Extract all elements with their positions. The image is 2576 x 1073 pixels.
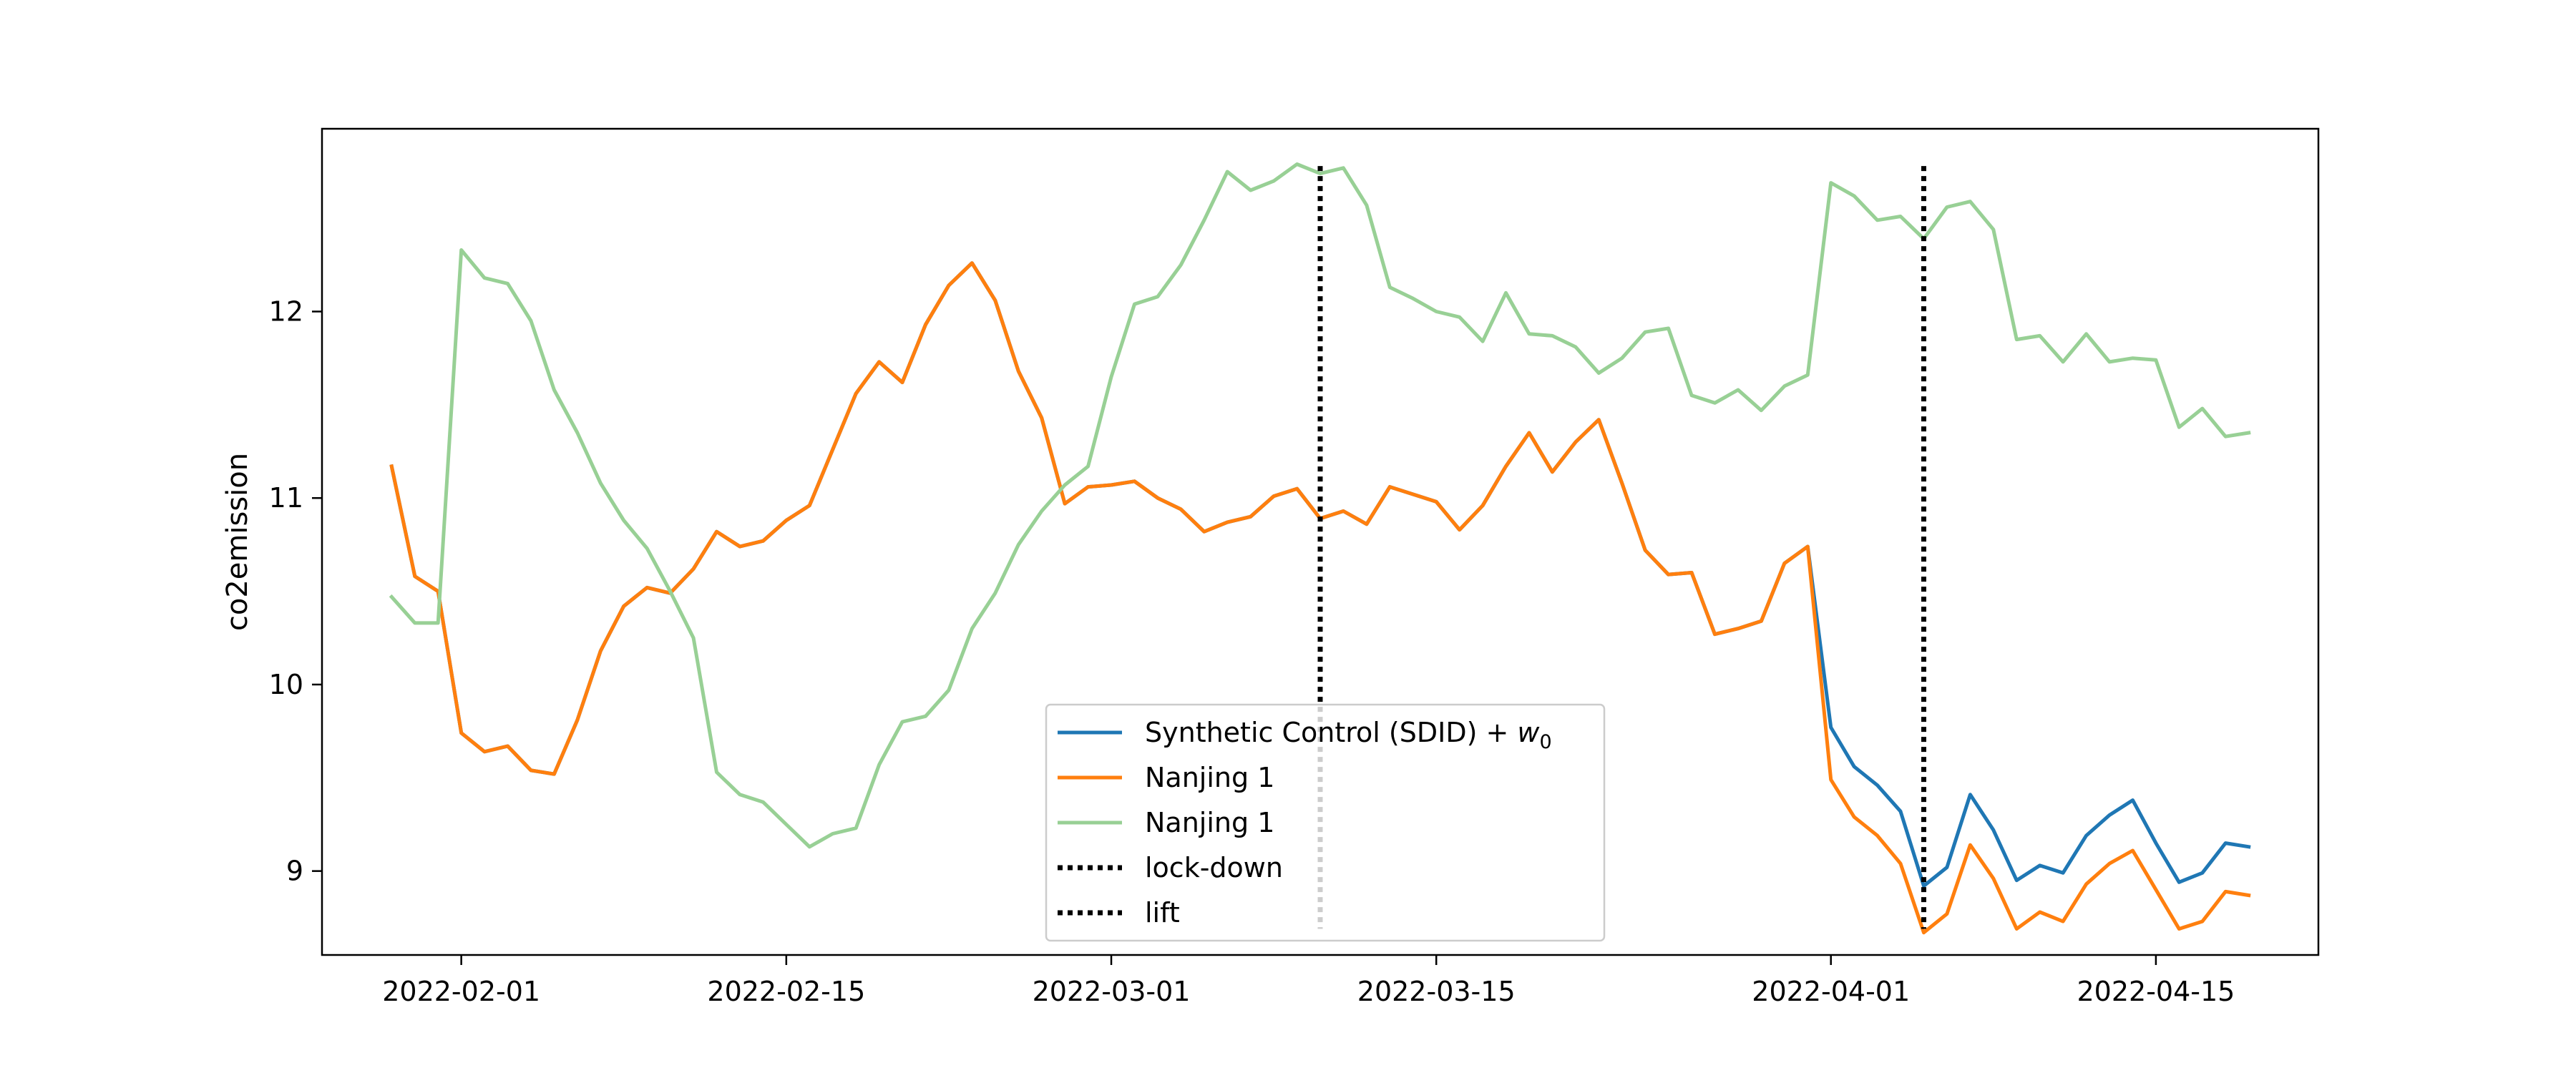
x-axis: 2022-02-01 2022-02-15 2022-03-01 2022-03-15… <box>382 955 2235 1007</box>
legend-label: lift <box>1145 897 1180 929</box>
x-tick-label: 2022-02-15 <box>707 976 865 1007</box>
legend-frame <box>1045 703 1606 942</box>
legend-label: Nanjing 1 <box>1145 807 1274 838</box>
series-line-2 <box>389 162 2251 849</box>
y-axis-label: co2emission <box>221 453 254 631</box>
y-tick-label: 11 <box>269 482 303 514</box>
y-axis: 9 10 11 12 <box>269 296 322 887</box>
plot-frame <box>321 127 2320 956</box>
legend-label: lock-down <box>1145 852 1283 883</box>
y-tick-label: 12 <box>269 296 303 328</box>
x-tick-label: 2022-04-15 <box>2077 976 2235 1007</box>
legend-label: Nanjing 1 <box>1145 762 1274 793</box>
x-tick-label: 2022-03-15 <box>1357 976 1516 1007</box>
legend-label: Synthetic Control (SDID) + w0 <box>1145 717 1552 753</box>
x-tick-label: 2022-03-01 <box>1033 976 1191 1007</box>
y-tick-label: 9 <box>286 856 303 887</box>
legend: Synthetic Control (SDID) + w0 Nanjing 1 Na… <box>1045 703 1606 942</box>
x-tick-label: 2022-04-01 <box>1752 976 1910 1007</box>
x-tick-label: 2022-02-01 <box>382 976 540 1007</box>
y-tick-label: 10 <box>269 669 303 700</box>
